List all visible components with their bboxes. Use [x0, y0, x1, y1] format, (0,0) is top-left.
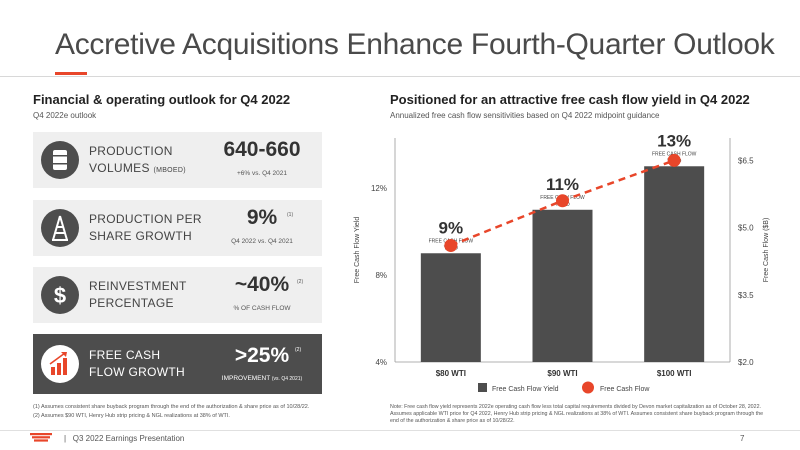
legend-bar-label: Free Cash Flow Yield — [492, 386, 559, 393]
y2-axis-label: Free Cash Flow ($B) — [763, 218, 770, 283]
chart-heading: Positioned for an attractive free cash f… — [390, 92, 750, 107]
bar-data-label: 11% — [546, 175, 579, 194]
x-tick-label: $90 WTI — [547, 369, 577, 378]
x-tick-label: $80 WTI — [436, 369, 466, 378]
card-free-cash-flow-growth: FREE CASH FLOW GROWTH >25% (2) IMPROVEME… — [33, 334, 322, 394]
left-subheading: Q4 2022e outlook — [33, 111, 97, 120]
footer-presentation: | Q3 2022 Earnings Presentation — [64, 434, 185, 443]
chart-subheading: Annualized free cash flow sensitivities … — [390, 111, 660, 120]
bar-data-label: 13% — [657, 131, 691, 150]
card-value: >25% — [234, 344, 290, 367]
free-cash-flow-point — [556, 194, 569, 208]
y2-tick-label: $5.0 — [738, 224, 754, 233]
company-logo-icon — [30, 433, 52, 442]
page-title: Accretive Acquisitions Enhance Fourth-Qu… — [55, 28, 775, 61]
y2-tick-label: $3.5 — [738, 291, 754, 300]
footer-divider — [0, 430, 800, 431]
legend-line-label: Free Cash Flow — [600, 386, 650, 393]
x-tick-label: $100 WTI — [657, 369, 692, 378]
svg-text:$: $ — [54, 283, 66, 308]
card-label: FREE CASH FLOW GROWTH — [89, 348, 185, 379]
card-label: PRODUCTION PER SHARE GROWTH — [89, 212, 202, 243]
title-accent-line — [55, 72, 87, 75]
legend-bar-swatch — [478, 383, 487, 392]
y-tick-label: 4% — [375, 358, 387, 367]
y2-tick-label: $6.5 — [738, 156, 754, 165]
free-cash-flow-chart: 4% 8% 12% $2.0 $3.5 $5.0 $6.5 Free Cash Flow Yi… — [354, 131, 770, 394]
footnote-marker: (1) — [287, 212, 294, 218]
card-note: % OF CASH FLOW — [233, 305, 291, 312]
card-value: 9% — [246, 206, 278, 229]
page-number: 7 — [740, 434, 745, 443]
oil-derrick-icon — [41, 209, 79, 247]
card-label: REINVESTMENT PERCENTAGE — [89, 279, 187, 310]
footnote-marker: (2) — [295, 347, 302, 353]
y-tick-label: 12% — [371, 184, 387, 193]
free-cash-flow-point — [667, 153, 681, 167]
bar — [420, 253, 481, 362]
bar-data-label: 9% — [439, 218, 464, 237]
chart-footnote: Note: Free cash flow yield represents 20… — [390, 404, 764, 424]
card-production-per-share: PRODUCTION PER SHARE GROWTH 9% (1) Q4 20… — [33, 200, 322, 256]
footnote-1: (1) Assumes consistent share buyback pro… — [33, 404, 310, 410]
card-value: ~40% — [234, 273, 290, 296]
card-label: PRODUCTION VOLUMES (MBOED) — [89, 144, 186, 175]
card-value: 640-660 — [223, 138, 301, 161]
free-cash-flow-point — [444, 239, 458, 253]
title-divider — [0, 76, 800, 77]
card-note: IMPROVEMENT (vs. Q4 2021) — [221, 375, 303, 382]
footnote-2: (2) Assumes $90 WTI, Henry Hub strip pri… — [33, 413, 230, 419]
card-note: Q4 2022 vs. Q4 2021 — [231, 238, 293, 245]
bar — [644, 166, 705, 362]
footnote-marker: (2) — [297, 279, 304, 285]
card-reinvestment: $ REINVESTMENT PERCENTAGE ~40% (2) % OF … — [33, 267, 322, 323]
growth-bars-icon — [41, 345, 79, 383]
oil-barrel-icon — [41, 141, 79, 179]
y-tick-label: 8% — [375, 271, 387, 280]
card-production-volumes: PRODUCTION VOLUMES (MBOED) 640-660 +6% v… — [33, 132, 322, 188]
y2-tick-label: $2.0 — [738, 358, 754, 367]
card-note: +6% vs. Q4 2021 — [236, 170, 288, 177]
left-heading: Financial & operating outlook for Q4 202… — [33, 92, 291, 107]
legend-line-swatch — [582, 381, 594, 394]
bar — [532, 209, 593, 362]
dollar-sign-icon: $ — [41, 276, 79, 314]
y-axis-label: Free Cash Flow Yield — [354, 217, 361, 284]
